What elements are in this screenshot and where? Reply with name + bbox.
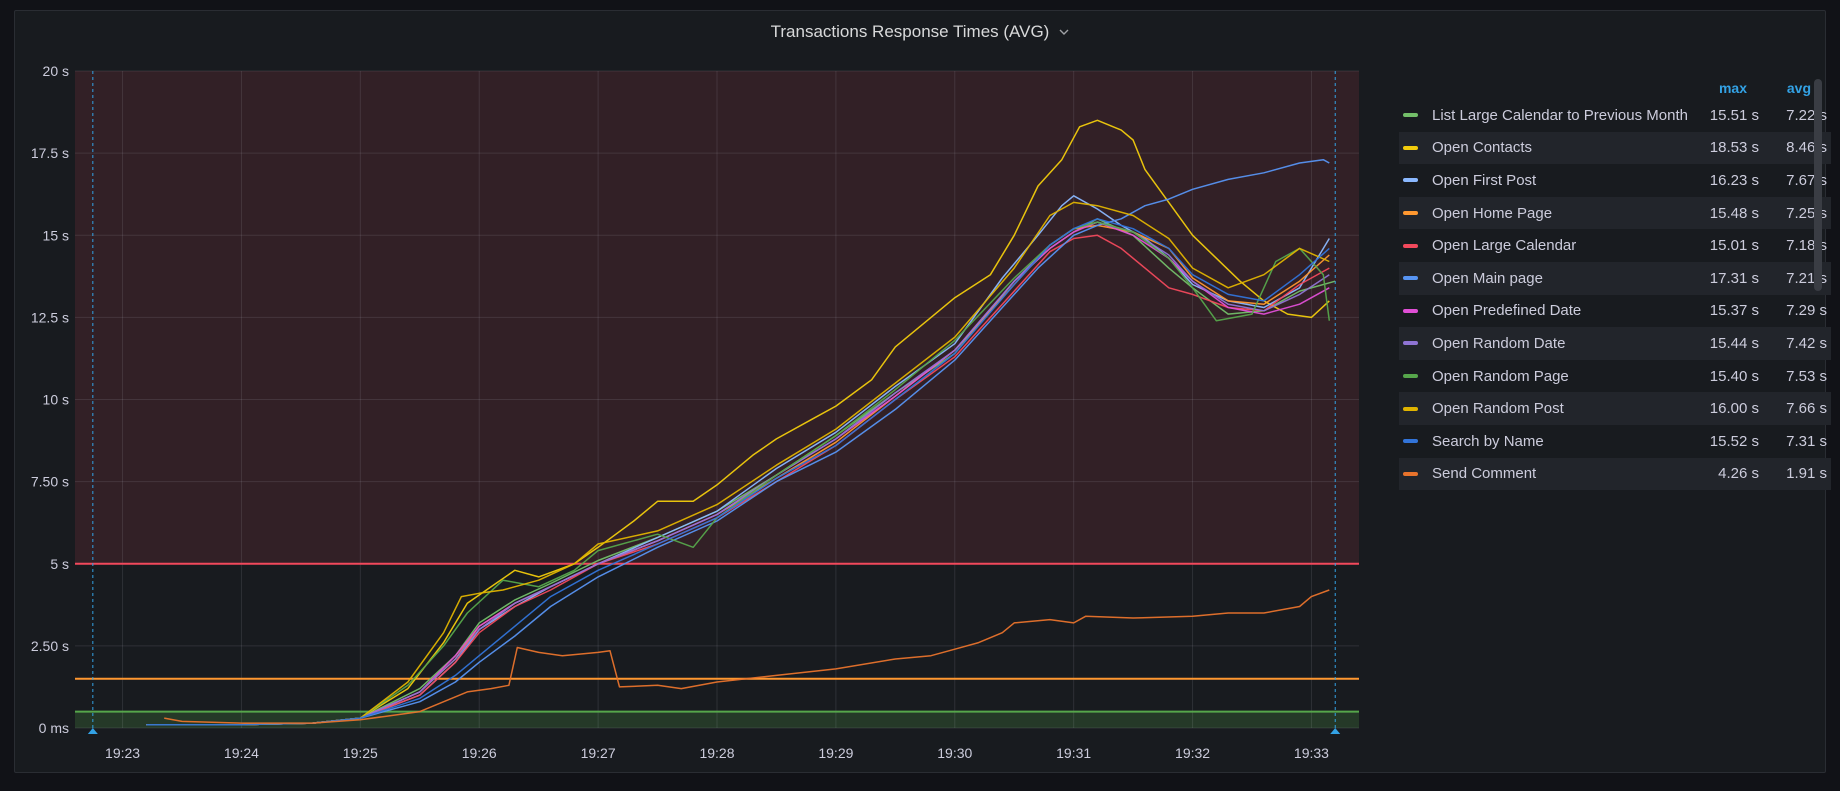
x-tick-label: 19:31	[1056, 745, 1091, 761]
series-line	[146, 221, 1330, 726]
y-tick-label: 20 s	[43, 63, 69, 79]
legend-swatch	[1403, 341, 1418, 346]
legend-swatch	[1403, 113, 1418, 118]
y-tick-label: 2.50 s	[31, 638, 69, 654]
legend-item-name[interactable]: Open Main page	[1432, 269, 1543, 287]
x-tick-label: 19:23	[105, 745, 140, 761]
legend-scrollbar[interactable]	[1814, 79, 1822, 291]
legend-item[interactable]: Open Random Page 15.40 s 7.53 s	[1399, 360, 1831, 393]
series-line	[146, 218, 1330, 726]
legend-item-max: 15.44 s	[1709, 334, 1759, 352]
x-tick-label: 19:25	[343, 745, 378, 761]
legend-swatch	[1403, 374, 1418, 379]
legend-header: max avg	[1399, 77, 1831, 99]
panel-title-text: Transactions Response Times (AVG)	[770, 22, 1050, 41]
legend-swatch	[1403, 439, 1418, 444]
y-tick-label: 15 s	[43, 227, 69, 243]
chevron-down-icon[interactable]	[1057, 25, 1071, 39]
series-line	[146, 158, 1330, 726]
x-tick-label: 19:27	[581, 745, 616, 761]
legend-item-name[interactable]: Open First Post	[1432, 171, 1537, 189]
legend-swatch	[1403, 145, 1418, 150]
legend-item[interactable]: Send Comment 4.26 s 1.91 s	[1399, 457, 1831, 491]
legend-item-name[interactable]: Open Contacts	[1432, 139, 1533, 157]
series-line	[146, 221, 1331, 726]
x-tick-label: 19:30	[937, 745, 972, 761]
y-tick-label: 10 s	[43, 392, 69, 408]
series-line	[146, 201, 1330, 726]
legend-item-max: 17.31 s	[1709, 269, 1759, 287]
legend-swatch	[1403, 276, 1418, 281]
legend-item-max: 15.51 s	[1709, 106, 1759, 124]
legend-item-avg: 7.66 s	[1786, 400, 1827, 418]
legend-item-name[interactable]: Open Random Page	[1432, 367, 1569, 385]
legend-item-max: 18.53 s	[1709, 139, 1759, 157]
legend-item-name[interactable]: Open Predefined Date	[1432, 302, 1582, 320]
legend-swatch	[1403, 308, 1418, 313]
panel: Transactions Response Times (AVG) 0 ms 2.…	[14, 10, 1831, 773]
x-tick-label: 19:26	[462, 745, 497, 761]
legend-item-name[interactable]: Search by Name	[1432, 432, 1544, 450]
legend-item-max: 16.23 s	[1709, 171, 1759, 189]
y-tick-label: 12.5 s	[31, 309, 69, 325]
legend-item-max: 16.00 s	[1709, 400, 1759, 418]
series-line	[164, 589, 1330, 724]
legend-item-avg: 7.42 s	[1786, 334, 1827, 352]
legend-item[interactable]: Open Random Post 16.00 s 7.66 s	[1399, 392, 1831, 425]
legend-item-name[interactable]: List Large Calendar to Previous Month	[1432, 106, 1687, 124]
legend-item[interactable]: List Large Calendar to Previous Month 15.…	[1399, 99, 1831, 132]
legend-item[interactable]: Open First Post 16.23 s 7.67 s	[1399, 164, 1831, 197]
legend-header-max[interactable]: max	[1718, 80, 1747, 96]
legend-swatch	[1403, 211, 1418, 216]
range-marker-triangle	[1330, 728, 1341, 734]
legend-rows: List Large Calendar to Previous Month 15.…	[1399, 99, 1831, 491]
legend-swatch	[1403, 178, 1418, 183]
legend-swatch	[1403, 406, 1418, 411]
legend-item-max: 15.40 s	[1709, 367, 1759, 385]
legend-item-name[interactable]: Open Large Calendar	[1432, 237, 1577, 255]
legend-header-avg[interactable]: avg	[1786, 80, 1811, 96]
range-marker-triangle	[87, 728, 98, 734]
legend-item[interactable]: Open Random Date 15.44 s 7.42 s	[1399, 327, 1831, 360]
legend-item[interactable]: Open Main page 17.31 s 7.21 s	[1399, 261, 1831, 295]
y-tick-label: 5 s	[50, 556, 69, 572]
legend-item-max: 15.37 s	[1709, 302, 1759, 320]
x-tick-label: 19:28	[699, 745, 734, 761]
legend-item[interactable]: Open Large Calendar 15.01 s 7.18 s	[1399, 229, 1831, 262]
legend-item-name[interactable]: Send Comment	[1432, 465, 1537, 483]
x-tick-label: 19:29	[818, 745, 853, 761]
legend-item-name[interactable]: Open Random Date	[1432, 334, 1566, 352]
threshold-fill-above	[75, 71, 1359, 564]
legend-item-name[interactable]: Open Random Post	[1432, 400, 1564, 418]
legend-item[interactable]: Open Contacts 18.53 s 8.46 s	[1399, 131, 1831, 165]
legend-item[interactable]: Open Predefined Date 15.37 s 7.29 s	[1399, 295, 1831, 328]
y-tick-label: 7.50 s	[31, 474, 69, 490]
x-tick-label: 19:24	[224, 745, 259, 761]
threshold-fill-below	[75, 711, 1359, 728]
legend-item-avg: 7.31 s	[1786, 432, 1827, 450]
y-tick-label: 0 ms	[39, 720, 69, 736]
y-tick-label: 17.5 s	[31, 145, 69, 161]
panel-title[interactable]: Transactions Response Times (AVG)	[15, 11, 1827, 53]
legend-item-avg: 7.53 s	[1786, 367, 1827, 385]
x-tick-label: 19:33	[1294, 745, 1329, 761]
legend-item-max: 15.48 s	[1709, 204, 1759, 222]
legend-item-name[interactable]: Open Home Page	[1432, 204, 1553, 222]
legend-item-avg: 7.29 s	[1786, 302, 1827, 320]
legend-item-max: 15.01 s	[1709, 237, 1759, 255]
legend: max avg List Large Calendar to Previous …	[1399, 77, 1831, 491]
legend-item[interactable]: Open Home Page 15.48 s 7.25 s	[1399, 196, 1831, 230]
legend-item-max: 15.52 s	[1709, 432, 1759, 450]
legend-swatch	[1403, 471, 1418, 476]
chart: 0 ms 2.50 s 5 s 7.50 s 10 s 12.5 s 15 s 17.5 s 2…	[31, 63, 1359, 761]
x-tick-label: 19:32	[1175, 745, 1210, 761]
legend-item[interactable]: Search by Name 15.52 s 7.31 s	[1399, 425, 1831, 458]
legend-swatch	[1403, 243, 1418, 248]
legend-item-avg: 1.91 s	[1786, 465, 1827, 483]
legend-item-max: 4.26 s	[1718, 465, 1759, 483]
